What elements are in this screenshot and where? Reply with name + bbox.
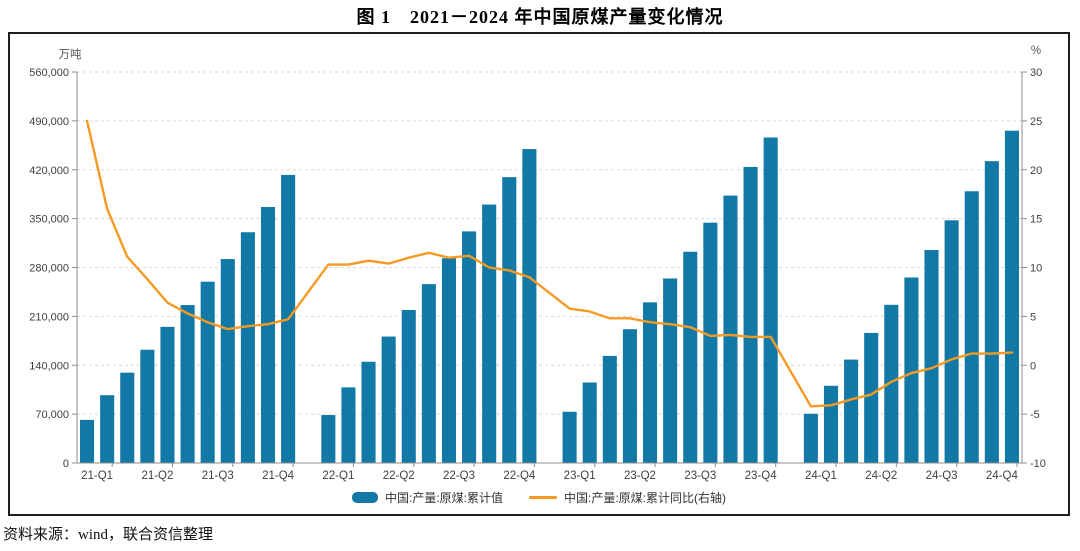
x-axis-label: 22-Q3 [443, 470, 475, 482]
bar [482, 204, 497, 464]
left-axis-label: 140,000 [29, 360, 69, 372]
left-axis-label: 280,000 [29, 263, 69, 275]
right-axis-label: 0 [1030, 360, 1036, 372]
chart-frame: 0 70,000 140,000 210,000 280,000 350,000 420,0… [8, 32, 1070, 516]
bar [1004, 130, 1019, 463]
bar [502, 177, 517, 464]
x-axis-label: 24-Q4 [986, 470, 1019, 482]
x-axis-label: 21-Q4 [262, 470, 295, 482]
coal-production-combo-chart: 0 70,000 140,000 210,000 280,000 350,000 420,0… [29, 45, 1046, 482]
bar [220, 259, 235, 463]
bar [100, 395, 115, 463]
left-axis-label: 210,000 [29, 311, 69, 323]
bar [341, 387, 356, 463]
line-series-label: 中国:产量:原煤:累计同比(右轴) [564, 491, 726, 505]
x-axis-label: 24-Q1 [805, 470, 837, 482]
bar [441, 258, 457, 463]
left-axis-label: 420,000 [29, 165, 69, 177]
bar [823, 385, 839, 463]
bar [140, 349, 155, 463]
yoy-trend-line [85, 119, 1014, 408]
bar [984, 161, 999, 463]
x-axis-label: 23-Q1 [564, 470, 596, 482]
right-axis-label: -10 [1030, 458, 1046, 470]
bar [743, 166, 758, 463]
bar [964, 191, 979, 463]
bar [381, 336, 396, 463]
bar [240, 232, 255, 463]
bar [120, 372, 135, 463]
bar [160, 326, 175, 463]
bar [703, 222, 718, 463]
bar [904, 277, 919, 463]
bar [803, 413, 818, 463]
right-axis-label: 5 [1030, 311, 1036, 323]
right-axis-label: 10 [1030, 263, 1042, 275]
line-series-swatch-icon [529, 496, 557, 499]
bar [80, 419, 95, 463]
x-axis-label: 21-Q3 [202, 470, 234, 482]
bar [462, 231, 477, 463]
bar [723, 195, 738, 463]
bar [944, 220, 959, 463]
x-axis-label: 22-Q1 [322, 470, 354, 482]
bar [321, 415, 336, 463]
left-axis-label: 0 [63, 458, 69, 470]
bar [361, 361, 376, 463]
right-axis-label: 20 [1030, 165, 1042, 177]
right-axis-unit: % [1031, 45, 1041, 57]
right-axis-label: 15 [1030, 214, 1042, 226]
bar [421, 284, 436, 463]
legend: 中国:产量:原煤:累计值 中国:产量:原煤:累计同比(右轴) [10, 489, 1068, 506]
bar [622, 329, 637, 463]
bar [884, 304, 899, 463]
bar [844, 359, 859, 463]
x-axis-label: 24-Q3 [926, 470, 958, 482]
x-axis-label: 24-Q2 [865, 470, 897, 482]
bar [522, 149, 537, 463]
bar [562, 411, 577, 463]
x-axis-label: 23-Q2 [624, 470, 656, 482]
bar-series-label: 中国:产量:原煤:累计值 [384, 491, 503, 505]
bar [200, 281, 215, 463]
bar-series-swatch-icon [351, 492, 378, 503]
bar [582, 382, 597, 463]
bar [180, 305, 195, 463]
bar [602, 355, 617, 463]
left-axis-label: 70,000 [35, 409, 69, 421]
x-axis-label: 22-Q4 [503, 470, 536, 482]
legend-item-line-series: 中国:产量:原煤:累计同比(右轴) [529, 489, 726, 506]
bar [401, 309, 416, 463]
right-axis-label: 30 [1030, 67, 1042, 79]
x-axis-label: 21-Q1 [81, 470, 113, 482]
bar [642, 302, 658, 463]
left-axis-label: 490,000 [29, 116, 69, 128]
x-axis-label: 22-Q2 [383, 470, 415, 482]
bar [763, 137, 778, 463]
left-axis-label: 560,000 [29, 67, 69, 79]
x-axis-label: 23-Q4 [745, 470, 778, 482]
x-axis-label: 21-Q2 [141, 470, 173, 482]
x-axis-label: 23-Q3 [684, 470, 716, 482]
legend-item-bar-series: 中国:产量:原煤:累计值 [351, 489, 503, 506]
bar [663, 278, 678, 463]
bar [683, 251, 698, 463]
bar [260, 207, 276, 463]
chart-title: 图 1 2021－2024 年中国原煤产量变化情况 [356, 7, 724, 27]
bar [864, 332, 879, 463]
right-axis-label: -5 [1030, 409, 1040, 421]
left-axis-label: 350,000 [29, 214, 69, 226]
source-note: 资料来源：wind，联合资信整理 [3, 527, 214, 543]
right-axis-label: 25 [1030, 116, 1042, 128]
bar [924, 250, 939, 463]
left-axis-unit: 万吨 [59, 48, 82, 61]
